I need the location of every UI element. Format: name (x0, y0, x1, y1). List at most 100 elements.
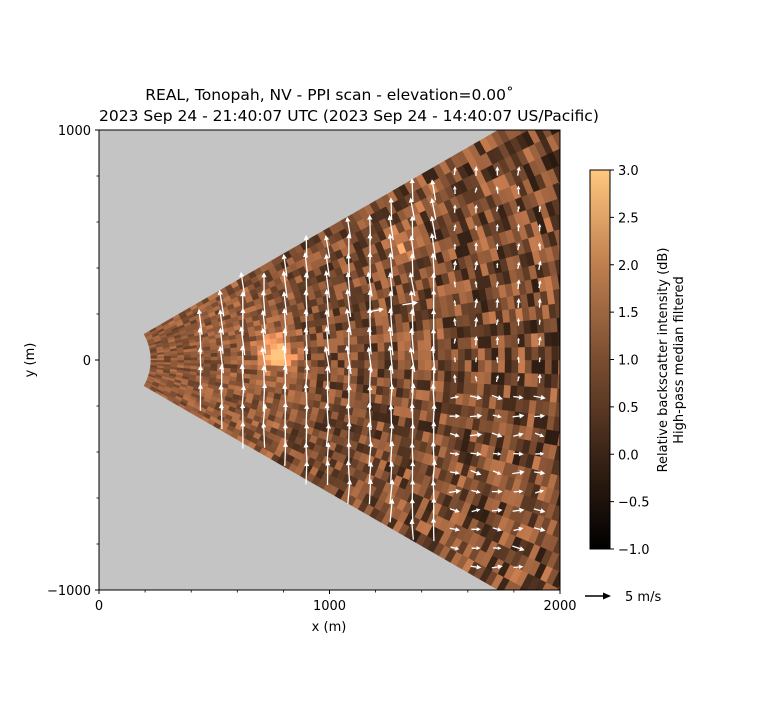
heatmap-cell (564, 432, 573, 448)
heatmap-cell (581, 253, 591, 269)
wind-vector-shaft (513, 510, 520, 511)
heatmap-cell (350, 336, 357, 344)
heatmap-cell (378, 369, 385, 378)
heatmap-cell (291, 366, 298, 372)
heatmap-cell (331, 360, 338, 367)
heatmap-cell (505, 360, 512, 373)
heatmap-cell (575, 207, 586, 224)
heatmap-cell (429, 318, 437, 329)
heatmap-cell (563, 211, 574, 227)
heatmap-cell (423, 319, 431, 330)
heatmap-cell (338, 360, 345, 368)
wind-vector-shaft (471, 453, 477, 454)
heatmap-cell (258, 360, 265, 365)
heatmap-cell (566, 418, 575, 433)
heatmap-cell (524, 373, 531, 387)
wind-vector-shaft (539, 340, 540, 345)
heatmap-cell (204, 357, 211, 360)
heatmap-cell (418, 340, 425, 350)
heatmap-cell (643, 394, 651, 411)
heatmap-cell (270, 344, 277, 350)
wind-vector-shaft (455, 378, 456, 383)
wind-vector-shaft (412, 183, 413, 201)
heatmap-cell (577, 513, 588, 530)
heatmap-cell (577, 530, 589, 547)
colorbar-tick-label: 2.0 (618, 259, 639, 274)
wind-vector-shaft (497, 189, 498, 193)
heatmap-cell (569, 495, 580, 512)
heatmap-cell (231, 356, 238, 360)
y-tick-label: −1000 (47, 584, 91, 599)
heatmap-cell (550, 388, 558, 403)
heatmap-cell (564, 272, 573, 288)
heatmap-cell (438, 360, 445, 371)
heatmap-cell (472, 360, 479, 372)
heatmap-cell (552, 346, 559, 360)
heatmap-cell (296, 378, 303, 385)
heatmap-cell (318, 346, 325, 353)
heatmap-cell (477, 325, 485, 337)
wind-vector-shaft (412, 408, 413, 429)
heatmap-cell (623, 475, 633, 493)
heatmap-cell (330, 338, 337, 346)
heatmap-cell (512, 360, 519, 373)
heatmap-cell (337, 375, 344, 383)
heatmap-cell (444, 371, 451, 382)
heatmap-cell (584, 153, 596, 171)
heatmap-cell (283, 336, 290, 343)
heatmap-cell (244, 369, 251, 374)
wind-vector-shaft (433, 446, 434, 466)
heatmap-cell (639, 360, 646, 377)
x-tick-label: 1000 (313, 599, 346, 614)
heatmap-cell (211, 360, 218, 364)
heatmap-cell (309, 386, 317, 394)
wind-vector-shaft (518, 265, 519, 269)
heatmap-cell (244, 355, 251, 360)
heatmap-cell (530, 320, 538, 334)
heatmap-cell (562, 302, 570, 317)
wind-vector-shaft (454, 227, 455, 231)
heatmap-cell (398, 341, 405, 351)
heatmap-cell (596, 129, 609, 147)
heatmap-cell (558, 360, 565, 374)
heatmap-cell (498, 335, 505, 348)
y-axis-label: y (m) (23, 343, 38, 378)
heatmap-cell (580, 482, 591, 499)
wind-vector-shaft (434, 333, 435, 353)
heatmap-cell (523, 320, 531, 334)
heatmap-cell (301, 392, 309, 399)
heatmap-cell (211, 356, 218, 360)
heatmap-cell (532, 360, 539, 374)
heatmap-cell (577, 565, 590, 583)
wind-vector-shaft (518, 208, 519, 212)
heatmap-cell (525, 347, 532, 360)
heatmap-cell (568, 256, 578, 272)
heatmap-cell (291, 360, 298, 366)
heatmap-cell (317, 374, 324, 381)
heatmap-cell (490, 323, 498, 336)
heatmap-cell (571, 375, 578, 390)
heatmap-cell (311, 360, 318, 367)
heatmap-cell (523, 386, 531, 400)
heatmap-cell (573, 419, 582, 435)
heatmap-cell (250, 374, 257, 380)
wind-vector-shaft (264, 427, 265, 447)
heatmap-cell (643, 309, 651, 326)
heatmap-cell (620, 193, 631, 211)
heatmap-cell (543, 387, 551, 401)
x-axis-label: x (m) (312, 620, 347, 635)
heatmap-cell (344, 337, 351, 345)
heatmap-cell (290, 378, 297, 385)
heatmap-cell (470, 383, 478, 395)
heatmap-cell (244, 346, 251, 351)
heatmap-cell (231, 352, 238, 356)
heatmap-cell (565, 560, 578, 577)
heatmap-cell (613, 424, 622, 441)
heatmap-cell (571, 331, 578, 346)
heatmap-cell (298, 360, 305, 366)
heatmap-cell (318, 360, 325, 367)
heatmap-cell (358, 368, 365, 376)
quiver-key-label: 5 m/s (625, 590, 661, 605)
heatmap-cell (271, 349, 278, 355)
wind-vector-shaft (200, 352, 201, 373)
